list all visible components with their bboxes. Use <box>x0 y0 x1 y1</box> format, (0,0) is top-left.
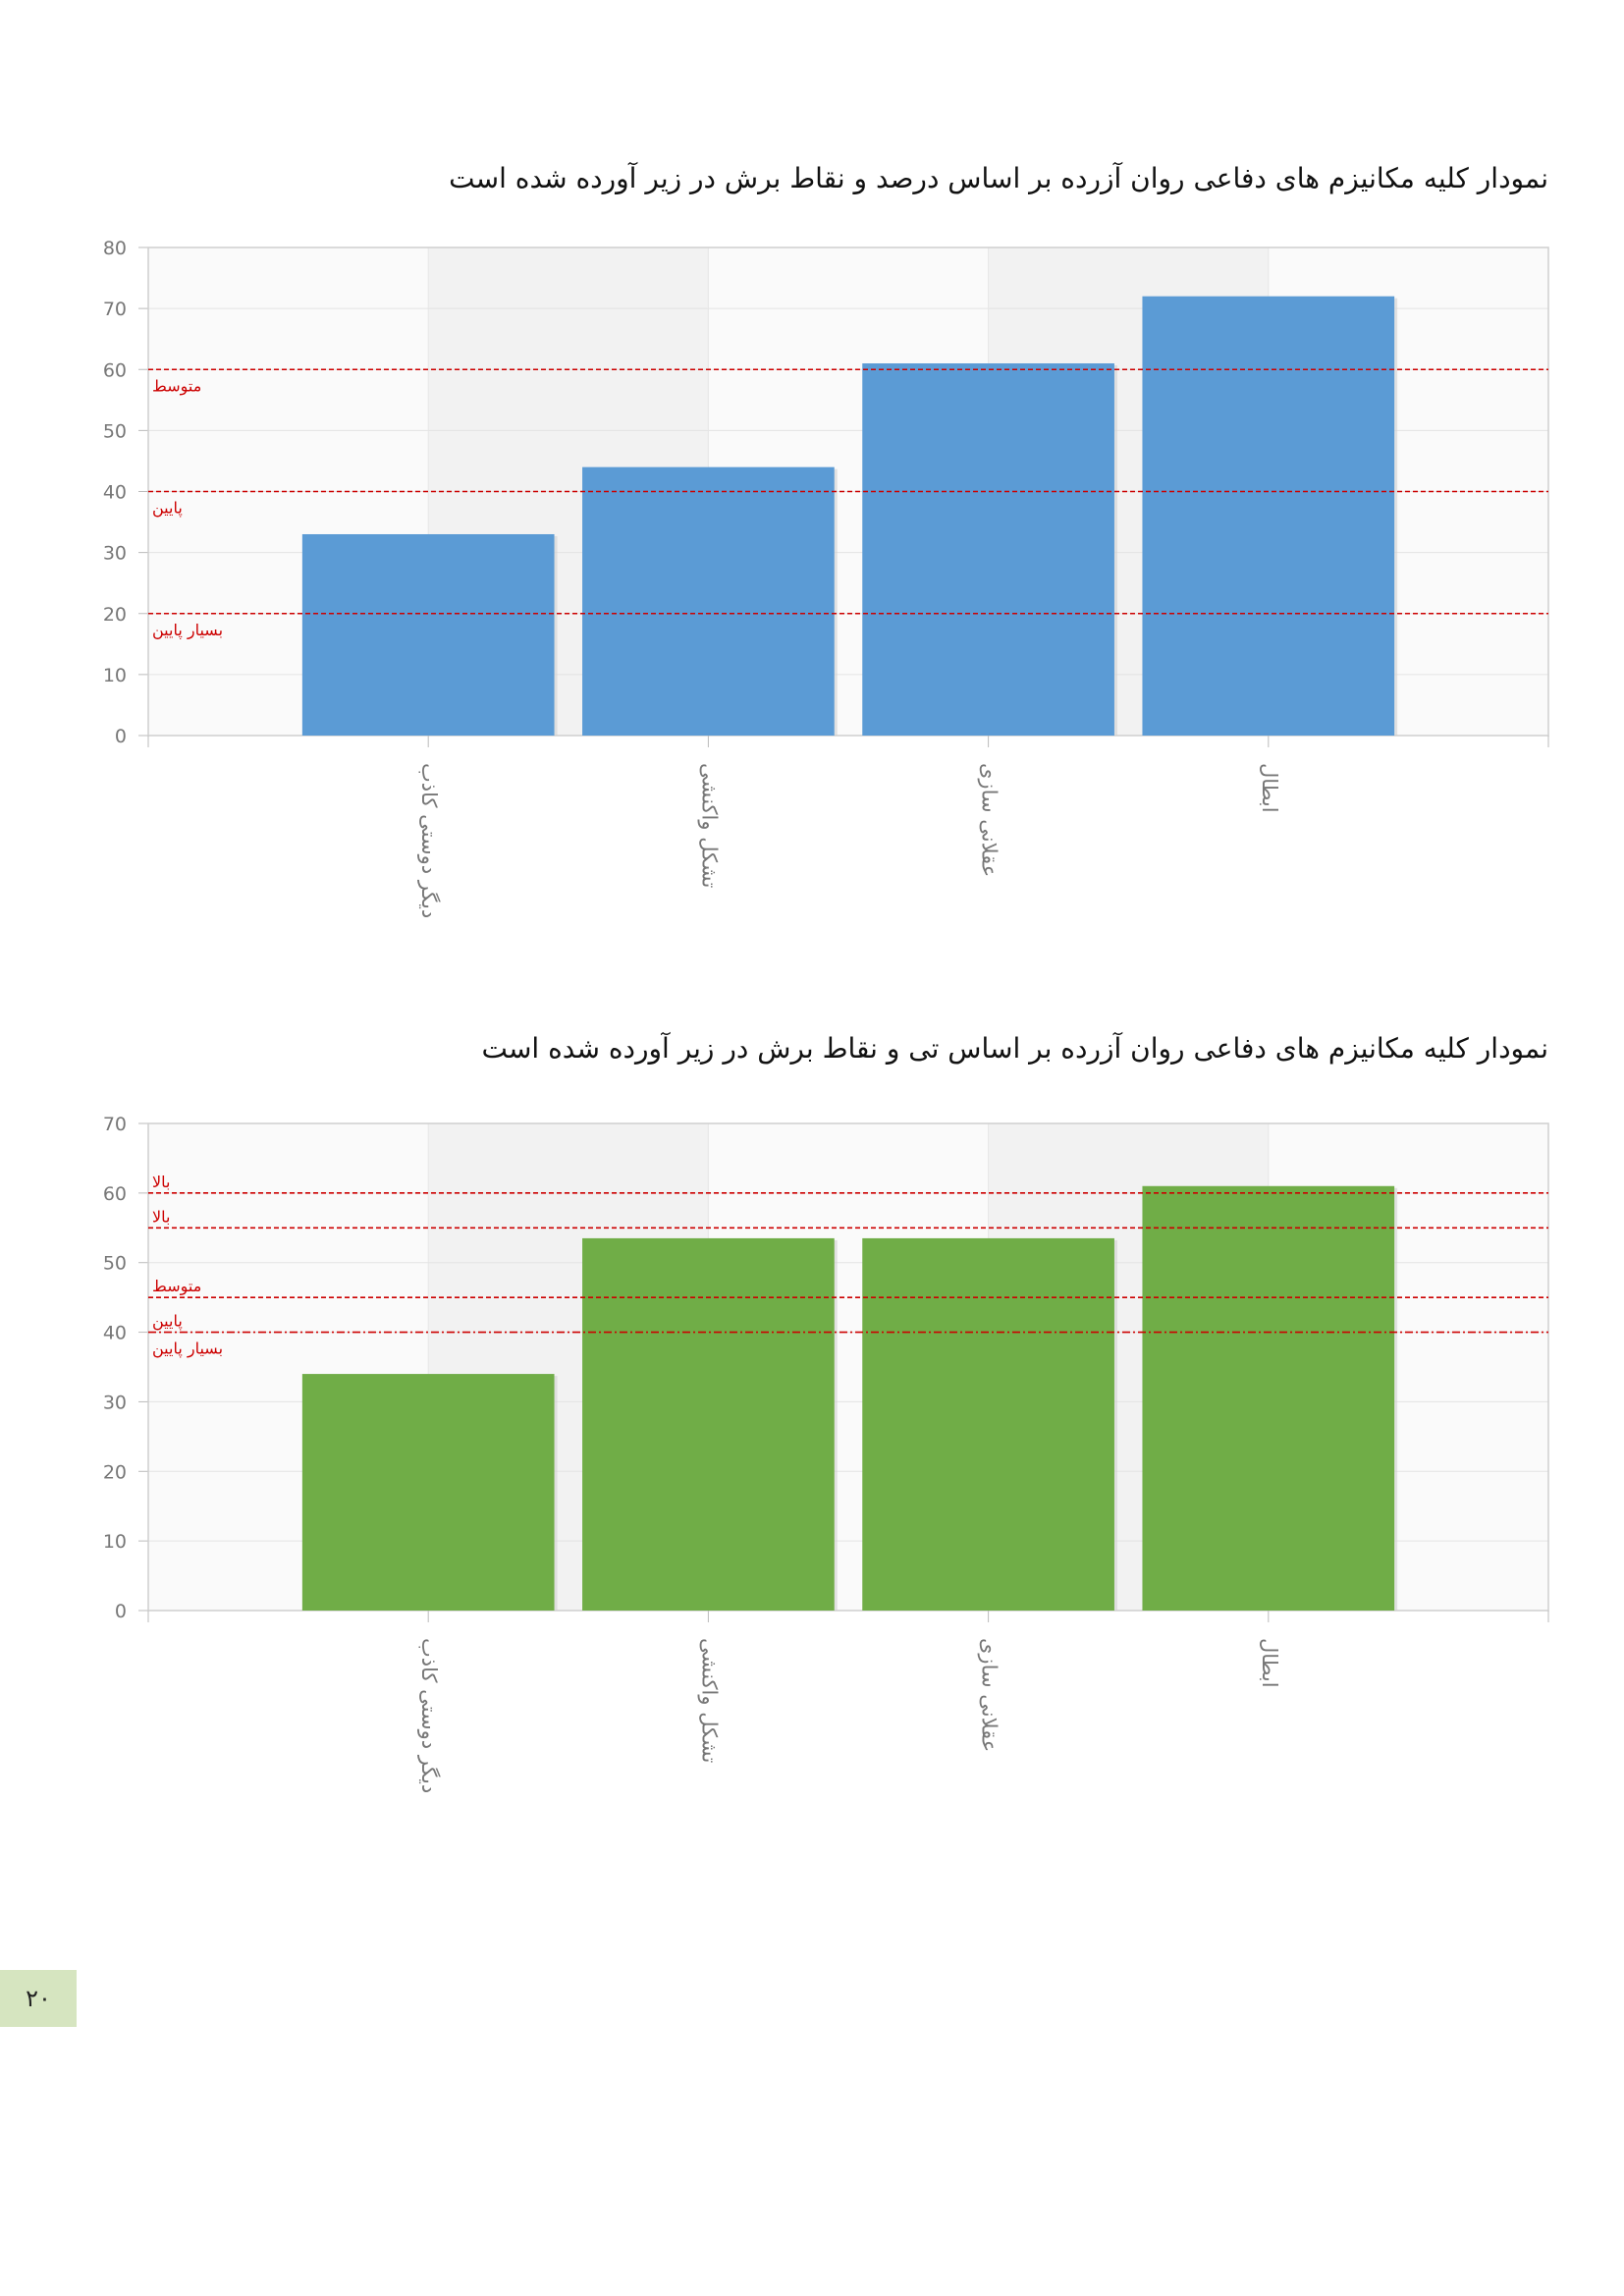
y-tick-label: 60 <box>103 359 127 381</box>
x-tick-label: تشکل واکنشی <box>697 763 721 888</box>
x-tick-label: ابطال <box>1258 1638 1281 1688</box>
bar <box>301 533 555 736</box>
reference-label: متوسط <box>152 1277 201 1296</box>
y-tick-label: 0 <box>115 726 127 747</box>
x-tick-label: دیگر دوستی کاذب <box>417 763 441 918</box>
y-tick-label: 70 <box>103 299 127 320</box>
reference-label: بسیار پایین <box>152 1339 223 1359</box>
plot-frame <box>147 1122 1549 1612</box>
bar <box>582 1237 835 1611</box>
bar <box>1142 1185 1395 1611</box>
y-tick-label: 70 <box>103 1114 127 1135</box>
x-tick-label: ابطال <box>1258 763 1281 813</box>
reference-label: بالا <box>152 1173 170 1191</box>
y-tick-label: 20 <box>103 1461 127 1483</box>
chart-title-percent: نمودار کلیه مکانیزم های دفاعی روان آزرده… <box>449 162 1548 194</box>
bar <box>862 1237 1114 1611</box>
x-tick-label: عقلانی سازی <box>978 1638 1001 1752</box>
reference-label: پایین <box>152 1312 183 1332</box>
percent-bar-chart: 0 10 20 30 40 50 60 70 80 متوسط پایین بسیار پایین دی… <box>103 238 1549 918</box>
x-tick-label: تشکل واکنشی <box>697 1638 721 1763</box>
reference-label: بسیار پایین <box>152 621 223 640</box>
bar <box>301 1374 555 1611</box>
y-tick-label: 40 <box>103 482 127 504</box>
y-tick-label: 10 <box>103 1531 127 1553</box>
y-tick-label: 10 <box>103 665 127 686</box>
reference-label: پایین <box>152 499 183 519</box>
y-tick-label: 30 <box>103 1392 127 1413</box>
y-tick-label: 0 <box>115 1601 127 1622</box>
y-tick-label: 50 <box>103 1253 127 1275</box>
y-tick-label: 60 <box>103 1183 127 1205</box>
t-score-bar-chart: 0 10 20 30 40 50 60 70 بالا بالا متوسط پایین بسیار پ… <box>103 1114 1549 1793</box>
reference-label: متوسط <box>152 376 201 396</box>
page-number: ۲۰ <box>0 1970 77 2027</box>
y-tick-label: 80 <box>103 238 127 259</box>
y-tick-label: 30 <box>103 543 127 565</box>
y-tick-label: 50 <box>103 420 127 442</box>
bar <box>582 466 835 736</box>
chart-title-t-score: نمودار کلیه مکانیزم های دفاعی روان آزرده… <box>481 1032 1548 1065</box>
reference-label: بالا <box>152 1207 170 1226</box>
y-tick-label: 20 <box>103 604 127 626</box>
x-tick-label: دیگر دوستی کاذب <box>417 1638 441 1793</box>
x-tick-label: عقلانی سازی <box>978 763 1001 877</box>
bar <box>862 363 1114 736</box>
y-tick-label: 40 <box>103 1323 127 1344</box>
